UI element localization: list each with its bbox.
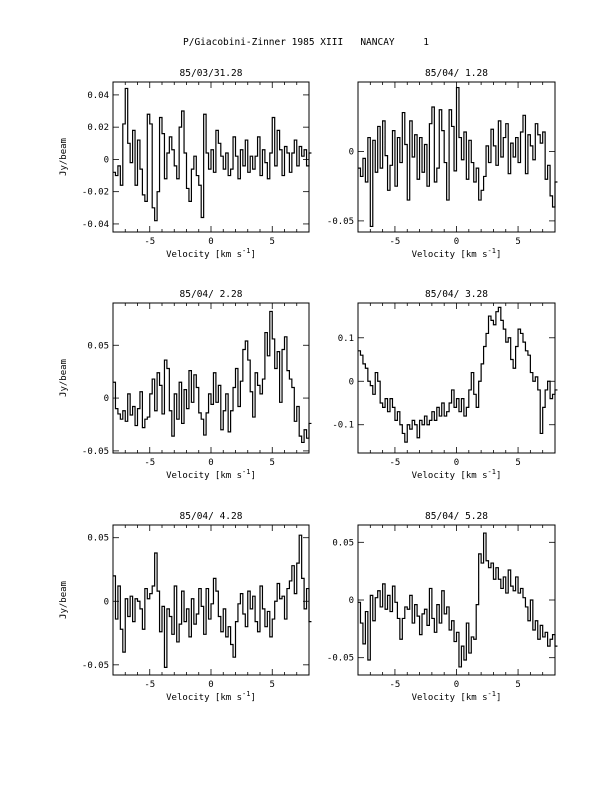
- x-axis-label-exponent: -1: [242, 247, 250, 255]
- x-axis-label-text: Velocity [km s: [412, 693, 488, 703]
- y-tick-label: 0: [104, 394, 109, 404]
- y-tick-label: 0.05: [87, 341, 109, 351]
- x-axis-label-close: ]: [496, 471, 501, 481]
- spectrum-panel-6: 85/04/ 5.28 -5 0 5 -0.05 0 0.05 Velocity [km s-…: [327, 511, 558, 703]
- plot-frame: [112, 524, 310, 676]
- plot-frame: [357, 302, 556, 454]
- x-axis-label-text: Velocity [km s: [166, 250, 242, 260]
- x-axis-label-text: Velocity [km s: [166, 693, 242, 703]
- panel-title: 85/04/ 3.28: [425, 289, 488, 300]
- x-axis-label-close: ]: [250, 471, 255, 481]
- y-tick-label: -0.04: [82, 220, 109, 230]
- x-axis-label-exponent: -1: [488, 247, 496, 255]
- x-tick-label: -5: [144, 458, 155, 468]
- x-tick-label: 0: [208, 458, 213, 468]
- x-axis-label: Velocity [km s-1]: [412, 468, 502, 481]
- panel-title: 85/04/ 1.28: [425, 68, 488, 79]
- y-tick-label: 0: [349, 596, 354, 606]
- spectrum-series-line: [113, 87, 312, 222]
- x-tick-label: 5: [515, 458, 520, 468]
- x-axis-label-text: Velocity [km s: [412, 250, 488, 260]
- y-tick-label: 0.05: [332, 538, 354, 548]
- x-axis-label: Velocity [km s-1]: [166, 247, 256, 260]
- x-tick-label: 5: [270, 237, 275, 247]
- x-axis-label-close: ]: [496, 693, 501, 703]
- y-tick-label: -0.05: [327, 654, 354, 664]
- x-axis-label: Velocity [km s-1]: [166, 468, 256, 481]
- panel-title: 85/04/ 4.28: [180, 511, 243, 522]
- y-tick-label: 0.1: [338, 334, 354, 344]
- spectrum-series-line: [358, 306, 558, 443]
- x-tick-label: -5: [390, 237, 401, 247]
- x-tick-label: 0: [454, 680, 459, 690]
- spectrum-panel-4: 85/04/ 3.28 -5 0 5 -0.1 0 0.1 Velocity [km s-1]: [332, 289, 558, 481]
- x-axis-label-close: ]: [250, 250, 255, 260]
- panel-title: 85/04/ 5.28: [425, 511, 488, 522]
- x-axis-label: Velocity [km s-1]: [412, 690, 502, 703]
- spectrum-series-line: [358, 532, 558, 668]
- page-title: P/Giacobini-Zinner 1985 XIII NANCAY 1: [183, 37, 429, 48]
- x-axis-label-text: Velocity [km s: [166, 471, 242, 481]
- x-tick-label: 0: [208, 680, 213, 690]
- spectrum-panel-1: 85/03/31.28 -5 0 5 -0.04 -0.02 0 0.02 0.04 Veloci…: [59, 68, 312, 260]
- y-axis-label: Jy/beam: [59, 359, 69, 397]
- x-tick-label: 5: [270, 680, 275, 690]
- x-axis-label-close: ]: [496, 250, 501, 260]
- x-axis-label: Velocity [km s-1]: [412, 247, 502, 260]
- x-axis-label-exponent: -1: [488, 468, 496, 476]
- spectrum-series-line: [113, 534, 312, 668]
- y-tick-label: 0.04: [87, 91, 109, 101]
- y-tick-label: 0.02: [87, 123, 109, 133]
- x-axis-label-close: ]: [250, 693, 255, 703]
- x-tick-label: 0: [208, 237, 213, 247]
- spectrum-panel-3: 85/04/ 2.28 -5 0 5 -0.05 0 0.05 Velocity [km s-…: [59, 289, 312, 481]
- x-tick-label: 0: [454, 458, 459, 468]
- x-tick-label: -5: [390, 680, 401, 690]
- y-axis-label: Jy/beam: [59, 138, 69, 176]
- x-tick-label: 0: [454, 237, 459, 247]
- y-tick-label: -0.1: [332, 421, 354, 431]
- x-tick-label: 5: [515, 680, 520, 690]
- y-tick-label: 0.05: [87, 534, 109, 544]
- spectrum-panel-5: 85/04/ 4.28 -5 0 5 -0.05 0 0.05 Velocity [km s-…: [59, 511, 312, 703]
- y-tick-label: 0: [349, 377, 354, 387]
- x-tick-label: 5: [270, 458, 275, 468]
- y-tick-label: 0: [104, 155, 109, 165]
- x-axis-label-text: Velocity [km s: [412, 471, 488, 481]
- x-axis-label: Velocity [km s-1]: [166, 690, 256, 703]
- spectrum-series-line: [113, 310, 312, 444]
- x-axis-label-exponent: -1: [488, 690, 496, 698]
- x-tick-label: -5: [390, 458, 401, 468]
- y-axis-label: Jy/beam: [59, 581, 69, 619]
- spectrum-series-line: [358, 86, 558, 228]
- x-tick-label: -5: [144, 680, 155, 690]
- y-tick-label: 0: [349, 147, 354, 157]
- panel-title: 85/04/ 2.28: [180, 289, 243, 300]
- x-tick-label: 5: [515, 237, 520, 247]
- x-axis-label-exponent: -1: [242, 468, 250, 476]
- y-tick-label: 0: [104, 597, 109, 607]
- y-tick-label: -0.05: [82, 447, 109, 457]
- panel-title: 85/03/31.28: [180, 68, 243, 79]
- x-axis-label-exponent: -1: [242, 690, 250, 698]
- y-tick-label: -0.02: [82, 188, 109, 198]
- y-tick-label: -0.05: [82, 661, 109, 671]
- x-tick-label: -5: [144, 237, 155, 247]
- y-tick-label: -0.05: [327, 217, 354, 227]
